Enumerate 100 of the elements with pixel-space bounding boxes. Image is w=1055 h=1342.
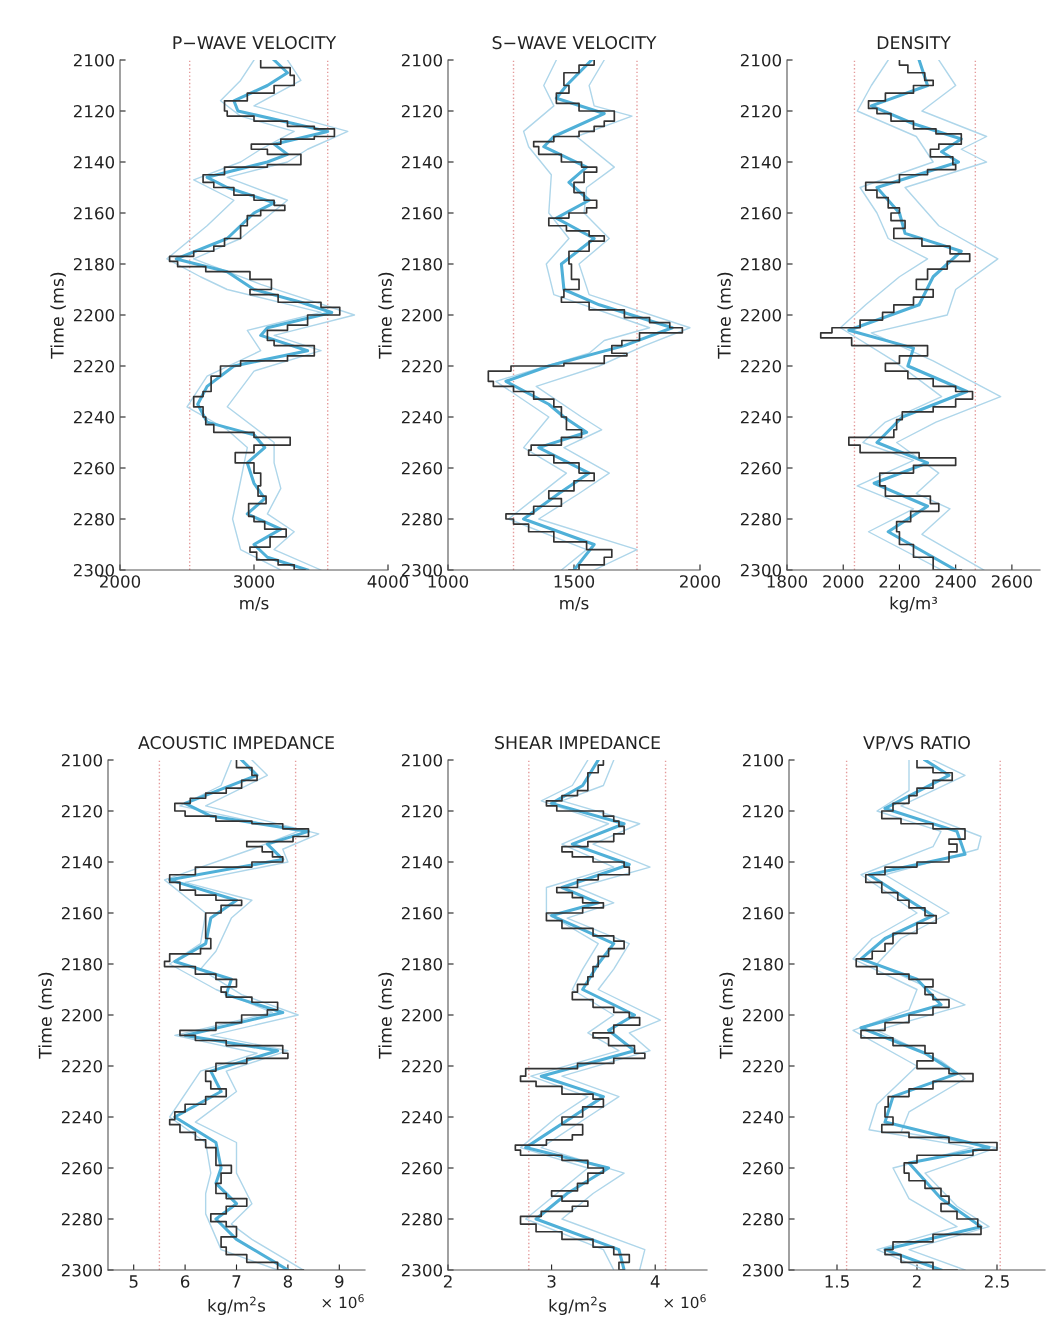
y-tick-label: 2280 — [73, 512, 115, 526]
y-tick-label: 2120 — [73, 104, 115, 118]
y-tick-label: 2260 — [742, 1161, 784, 1175]
x-tick-label: 4000 — [367, 575, 409, 588]
y-tick-label: 2160 — [73, 206, 115, 220]
x-tick-label: 3000 — [234, 575, 275, 588]
y-tick-label: 2240 — [401, 410, 443, 424]
y-tick-label: 2180 — [742, 957, 784, 971]
y-tick-label: 2120 — [61, 804, 103, 818]
y-tick-label: 2280 — [740, 512, 782, 526]
y-tick-label: 2120 — [401, 804, 443, 818]
x-axis-title: kg/m$^{2}$s — [549, 1296, 607, 1316]
x-tick-label: 2 — [443, 1275, 452, 1288]
y-tick-label: 2180 — [73, 257, 115, 271]
x-tick-label: 2000 — [680, 575, 721, 588]
y-tick-label: 2300 — [401, 1263, 443, 1277]
y-axis-title: Time (ms) — [378, 272, 394, 359]
y-axis-title: Time (ms) — [717, 272, 733, 359]
y-tick-label: 2140 — [401, 155, 443, 169]
x-tick-label: 2200 — [879, 575, 920, 588]
y-tick-label: 2140 — [740, 155, 782, 169]
x-tick-label: 4 — [650, 1275, 660, 1288]
y-tick-label: 2220 — [401, 1059, 443, 1073]
x-tick-label: 8 — [283, 1275, 293, 1288]
chart-title: ACOUSTIC IMPEDANCE — [138, 736, 334, 750]
y-tick-label: 2260 — [401, 1161, 443, 1175]
y-tick-label: 2160 — [401, 206, 443, 220]
y-tick-label: 2280 — [401, 1212, 443, 1226]
y-tick-label: 2300 — [61, 1263, 103, 1277]
chart-title: VP/VS RATIO — [863, 736, 970, 751]
y-tick-label: 2240 — [742, 1110, 784, 1124]
y-tick-label: 2260 — [740, 461, 782, 475]
y-tick-label: 2240 — [740, 410, 782, 424]
y-tick-label: 2100 — [740, 53, 782, 67]
y-tick-label: 2300 — [73, 563, 115, 577]
x-tick-label: 2.5 — [984, 1275, 1009, 1288]
y-tick-label: 2120 — [742, 804, 784, 818]
y-axis-title: Time (ms) — [38, 972, 54, 1059]
y-tick-label: 2180 — [61, 957, 103, 971]
y-tick-label: 2220 — [742, 1059, 784, 1073]
text: × 10$^{6}$ — [664, 1294, 706, 1309]
y-tick-label: 2140 — [742, 855, 784, 869]
y-tick-label: 2280 — [61, 1212, 103, 1226]
y-tick-label: 2160 — [740, 206, 782, 220]
y-tick-label: 2280 — [401, 512, 443, 526]
y-tick-label: 2260 — [401, 461, 443, 475]
y-tick-label: 2280 — [742, 1212, 784, 1226]
y-tick-label: 2220 — [61, 1059, 103, 1073]
y-tick-label: 2200 — [740, 308, 782, 322]
y-tick-label: 2220 — [401, 359, 443, 373]
y-tick-label: 2240 — [73, 410, 115, 424]
x-tick-label: 1000 — [428, 575, 469, 588]
x-tick-label: 5 — [129, 1275, 138, 1288]
y-tick-label: 2100 — [742, 753, 784, 767]
y-tick-label: 2220 — [73, 359, 115, 373]
x-tick-label: 1.5 — [825, 1275, 849, 1288]
x-tick-label: 2600 — [991, 575, 1032, 588]
chart-title: DENSITY — [877, 36, 951, 50]
y-axis-title: Time (ms) — [719, 972, 735, 1059]
x-axis-title: kg/m$^{2}$s — [208, 1296, 266, 1316]
x-tick-label: 1800 — [767, 575, 808, 588]
x-tick-label: 6 — [180, 1275, 190, 1288]
y-tick-label: 2260 — [61, 1161, 103, 1175]
y-tick-label: 2240 — [401, 1110, 443, 1124]
y-tick-label: 2140 — [73, 155, 115, 169]
y-tick-label: 2160 — [742, 906, 784, 920]
y-tick-label: 2300 — [742, 1263, 784, 1277]
x-tick-label: 1500 — [554, 575, 595, 588]
y-tick-label: 2220 — [740, 359, 782, 373]
y-tick-label: 2260 — [73, 461, 115, 475]
x-axis-title: m/s — [240, 597, 269, 611]
y-tick-label: 2140 — [401, 855, 443, 869]
y-tick-label: 2300 — [401, 563, 443, 577]
x-tick-label: 2 — [912, 1275, 921, 1288]
y-tick-label: 2140 — [61, 855, 103, 869]
text: × 10$^{6}$ — [322, 1294, 364, 1309]
x-axis-title: m/s — [560, 597, 589, 611]
x-tick-label: 2000 — [100, 575, 141, 588]
y-tick-label: 2120 — [401, 104, 443, 118]
y-tick-label: 2200 — [401, 1008, 443, 1022]
y-tick-label: 2100 — [73, 53, 115, 67]
chart-title: P−WAVE VELOCITY — [173, 36, 337, 50]
y-tick-label: 2240 — [61, 1110, 103, 1124]
x-tick-label: 2000 — [823, 575, 864, 588]
chart-title: S−WAVE VELOCITY — [492, 36, 657, 50]
y-tick-label: 2200 — [401, 308, 443, 322]
y-axis-title: Time (ms) — [378, 972, 394, 1059]
y-tick-label: 2100 — [61, 753, 103, 767]
y-axis-title: Time (ms) — [50, 272, 66, 359]
x-tick-label: 2400 — [935, 575, 976, 588]
x-tick-label: 9 — [335, 1275, 344, 1288]
chart-title: SHEAR IMPEDANCE — [495, 736, 660, 750]
y-tick-label: 2300 — [740, 563, 782, 577]
x-tick-label: 7 — [232, 1275, 241, 1288]
y-tick-label: 2180 — [401, 957, 443, 971]
y-tick-label: 2200 — [61, 1008, 103, 1022]
y-tick-label: 2200 — [73, 308, 115, 322]
y-tick-label: 2100 — [401, 53, 443, 67]
x-axis-title: kg/m³ — [890, 596, 938, 613]
x-tick-label: 3 — [547, 1275, 556, 1288]
